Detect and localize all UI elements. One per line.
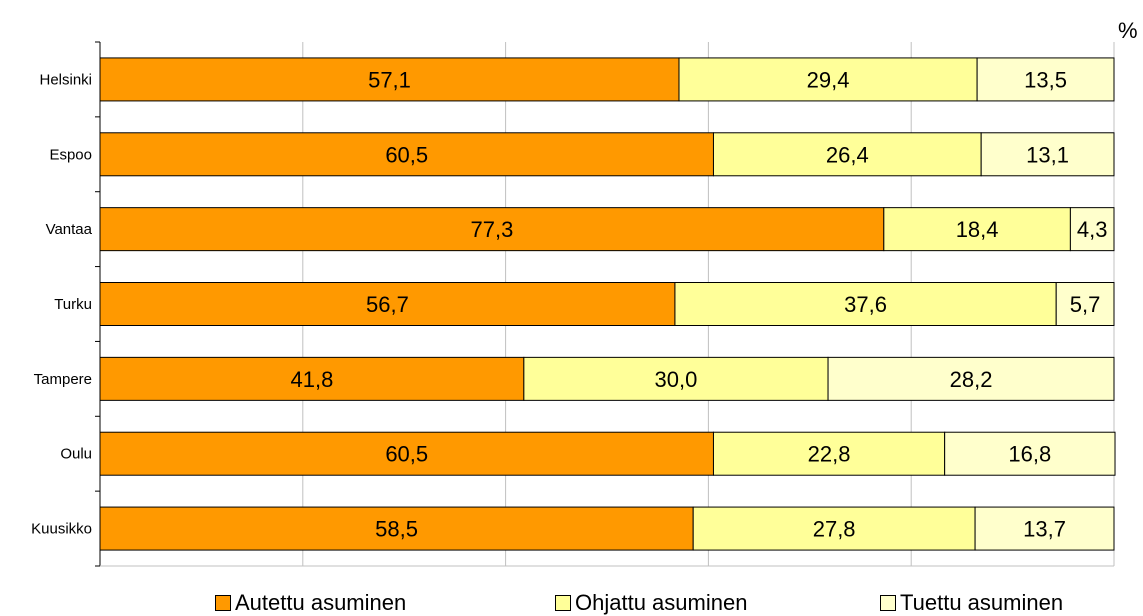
bar-segment: [99, 356, 525, 401]
data-label: 30,0: [655, 367, 698, 392]
bar-segment: [674, 282, 1057, 326]
data-label: 18,4: [956, 217, 999, 242]
bar-segment: [692, 506, 976, 551]
data-label: 22,8: [808, 442, 851, 467]
legend-item-ohjattu: Ohjattu asuminen: [555, 590, 747, 616]
data-label: 28,2: [950, 367, 993, 392]
legend-item-autettu: Autettu asuminen: [215, 590, 406, 616]
bar-segment: [974, 506, 1115, 551]
legend-label-tuettu: Tuettu asuminen: [900, 590, 1064, 615]
bar-segment: [1069, 207, 1115, 252]
stacked-bar-chart: Helsinki 57,1 29,4 13,5 Espoo 60,5 26,4 13,1 Van…: [31, 41, 1116, 567]
bar-segment: [944, 431, 1116, 476]
category-label: Helsinki: [39, 71, 92, 88]
bar-segment: [99, 506, 694, 551]
legend-item-tuettu: Tuettu asuminen: [880, 590, 1063, 616]
bar-segment: [827, 356, 1115, 401]
bar-segment: [883, 207, 1071, 252]
data-label: 13,1: [1026, 142, 1069, 167]
data-label: 60,5: [385, 142, 428, 167]
category-label: Vantaa: [46, 221, 93, 238]
category-label: Oulu: [60, 446, 92, 463]
data-label: 57,1: [368, 67, 411, 92]
data-label: 37,6: [844, 292, 887, 317]
bar-segment: [523, 356, 829, 401]
category-label: Tampere: [34, 371, 92, 388]
data-label: 4,3: [1077, 217, 1108, 242]
data-label: 26,4: [826, 142, 869, 167]
unit-label: %: [1118, 18, 1138, 43]
data-label: 13,5: [1024, 67, 1067, 92]
data-label: 77,3: [470, 217, 513, 242]
bar-segment: [99, 431, 714, 476]
legend: Autettu asuminen Ohjattu asuminen Tuettu…: [0, 590, 1143, 615]
data-label: 27,8: [813, 517, 856, 542]
legend-label-autettu: Autettu asuminen: [235, 590, 407, 615]
data-label: 13,7: [1023, 517, 1066, 542]
bar-segment: [976, 57, 1115, 102]
data-label: 58,5: [375, 517, 418, 542]
bar-segment: [980, 132, 1115, 177]
data-label: 5,7: [1070, 292, 1101, 317]
data-label: 56,7: [366, 292, 409, 317]
category-label: Espoo: [49, 146, 92, 163]
category-label: Turku: [54, 296, 92, 313]
bar-segment: [712, 431, 946, 476]
legend-swatch-tuettu: [880, 595, 896, 611]
bar-segment: [99, 207, 885, 252]
data-label: 41,8: [291, 367, 334, 392]
bar-segment: [99, 57, 680, 102]
bar-segment: [712, 132, 982, 177]
legend-swatch-ohjattu: [555, 595, 571, 611]
bar-segment: [99, 132, 714, 177]
legend-swatch-autettu: [215, 595, 231, 611]
legend-label-ohjattu: Ohjattu asuminen: [575, 590, 748, 615]
data-label: 60,5: [385, 442, 428, 467]
bar-segment: [678, 57, 978, 102]
bar-segment: [1055, 282, 1115, 326]
category-label: Kuusikko: [31, 521, 92, 538]
data-label: 16,8: [1008, 442, 1051, 467]
data-label: 29,4: [807, 67, 850, 92]
